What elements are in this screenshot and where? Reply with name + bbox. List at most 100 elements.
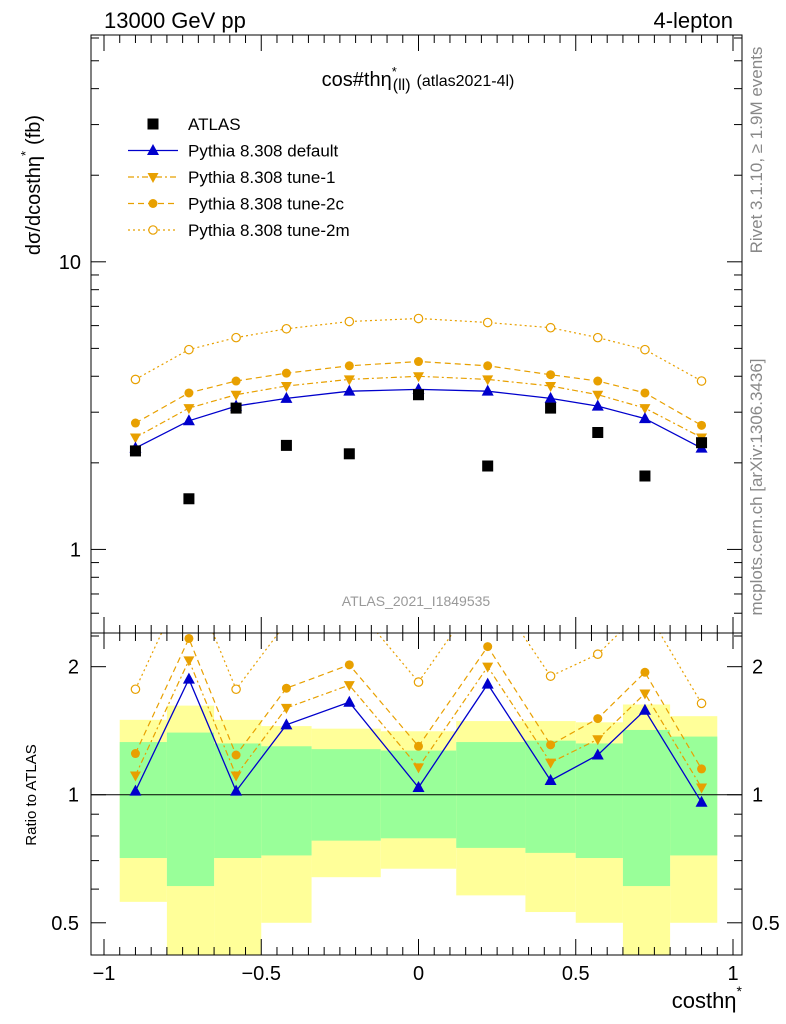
rivet-version-label: Rivet 3.1.10, ≥ 1.9M events	[747, 47, 766, 254]
ratio-point-s2-10	[696, 783, 708, 794]
main-point-s4-3	[281, 323, 292, 334]
ratio-band-inner-7	[525, 740, 576, 853]
ratio-frame	[90, 632, 743, 956]
main-point-s0-4	[343, 448, 355, 460]
ratio-point-s3-4	[344, 660, 354, 670]
main-point-s0-5	[413, 389, 424, 401]
main-panel: 110 cos#thη* (ll) (atlas2021-4l) dσ/dcosth…	[18, 34, 743, 637]
main-line-4	[135, 317, 702, 382]
legend: ATLAS Pythia 8.308 default Pythia 8.308 tu…	[128, 115, 350, 240]
ratio-point-s1-1	[182, 672, 195, 684]
main-point-s2-9	[639, 404, 651, 415]
ratio-ytick-label-right-2: 2	[752, 657, 763, 679]
ratio-point-s3-0	[130, 749, 140, 759]
ratio-point-s3-7	[546, 740, 556, 750]
ratio-point-s4-9	[641, 604, 649, 612]
x-tick-label-0: −1	[93, 963, 116, 985]
header-process-label: 4-lepton	[653, 8, 733, 33]
ratio-ytick-label-left-0: 0.5	[51, 913, 79, 935]
ratio-point-s2-2	[230, 771, 242, 782]
main-point-s2-0	[129, 433, 141, 444]
main-point-s2-5	[413, 372, 424, 383]
main-point-s3-1	[184, 388, 194, 398]
ratio-point-s1-6	[481, 677, 494, 689]
ratio-point-s4-10	[696, 698, 707, 709]
main-axis-ticks: 1 10	[59, 35, 742, 637]
ratio-point-s4-3	[282, 618, 290, 626]
main-point-s3-0	[130, 418, 140, 428]
y-axis-label-main: dσ/dcosthη	[23, 156, 45, 255]
main-point-s4-0	[130, 374, 141, 385]
main-line-2	[135, 375, 702, 439]
main-point-s0-0	[129, 445, 141, 457]
mcplots-label: mcplots.cern.ch [arXiv:1306.3436]	[747, 358, 766, 615]
main-point-s2-2	[230, 390, 242, 401]
ratio-point-s1-9	[638, 703, 651, 715]
main-point-s0-8	[592, 426, 604, 438]
ratio-panel: 0.5 0.5 1 1 2 2 −1 −0.5 0 0.5 1 Ratio to ATLAS cos…	[23, 570, 780, 1013]
ratio-band-inner-0	[119, 742, 167, 859]
main-point-s3-6	[483, 361, 493, 371]
plot-title: cos#thη* (ll) (atlas2021-4l)	[322, 64, 515, 94]
ratio-point-s1-2	[230, 784, 243, 796]
main-data-layer	[129, 313, 708, 505]
ratio-point-s1-3	[280, 718, 293, 730]
plot-title-sup: *	[392, 64, 397, 79]
main-point-s0-10	[696, 437, 708, 449]
ratio-point-s2-3	[280, 703, 292, 714]
main-point-s4-10	[696, 376, 707, 386]
ratio-ytick-label-right-0: 0.5	[752, 913, 780, 935]
main-point-s3-9	[640, 388, 650, 398]
main-point-s0-1	[183, 493, 195, 505]
y-axis-label-tail: (fb)	[23, 115, 45, 145]
legend-label-4: Pythia 8.308 tune-2m	[188, 221, 350, 240]
x-tick-label-3: 0.5	[562, 963, 590, 985]
ratio-point-s3-1	[184, 633, 194, 643]
main-point-s3-2	[231, 376, 241, 386]
x-tick-label-4: 1	[727, 963, 738, 985]
legend-marker-3	[148, 199, 158, 208]
ratio-band-inner-2	[214, 743, 262, 859]
ratio-point-s1-5	[412, 780, 425, 792]
main-point-s1-8	[591, 399, 604, 411]
main-point-s3-10	[697, 420, 707, 430]
x-axis-label-main: costhη	[672, 988, 737, 1013]
ratio-point-s4-6	[483, 579, 491, 587]
analysis-watermark: ATLAS_2021_I1849535	[342, 593, 491, 609]
legend-label-1: Pythia 8.308 default	[188, 142, 339, 161]
ratio-data-layer	[91, 570, 742, 955]
legend-label-3: Pythia 8.308 tune-2c	[188, 195, 344, 214]
ratio-point-s1-8	[591, 748, 604, 760]
ratio-point-s3-10	[697, 764, 707, 774]
ratio-point-s2-6	[482, 662, 494, 673]
ratio-y-axis-label: Ratio to ATLAS	[23, 744, 40, 845]
main-point-s2-6	[482, 375, 494, 386]
ratio-point-s1-0	[129, 784, 142, 796]
ratio-point-s1-7	[544, 774, 557, 786]
ratio-point-s3-8	[593, 714, 603, 724]
ratio-point-s4-2	[231, 684, 241, 695]
main-point-s3-8	[593, 376, 603, 386]
main-point-s2-8	[592, 390, 604, 401]
main-point-s1-9	[638, 412, 651, 424]
y-axis-label-sup: *	[18, 151, 33, 156]
main-point-s1-3	[280, 391, 293, 403]
x-axis-label-sup: *	[737, 983, 743, 999]
legend-label-2: Pythia 8.308 tune-1	[188, 168, 335, 187]
x-axis-label: costhη*	[672, 983, 743, 1013]
legend-label-0: ATLAS	[188, 115, 241, 134]
plot-title-tail: (atlas2021-4l)	[417, 73, 515, 90]
ratio-point-s2-7	[545, 758, 557, 769]
ratio-ytick-label-right-1: 1	[752, 785, 763, 807]
ratio-line-2	[134, 658, 703, 788]
legend-marker-4	[148, 225, 158, 235]
main-ytick-label-0: 1	[70, 539, 81, 561]
ratio-point-s4-8	[592, 649, 603, 659]
ratio-point-s2-8	[592, 735, 604, 746]
main-point-s2-1	[183, 404, 195, 415]
ratio-point-s4-1	[185, 570, 193, 578]
ratio-point-s4-7	[545, 671, 556, 681]
ratio-point-s3-3	[281, 683, 291, 693]
ratio-ytick-label-left-1: 1	[68, 785, 79, 807]
ratio-band-inner-1	[166, 732, 215, 887]
